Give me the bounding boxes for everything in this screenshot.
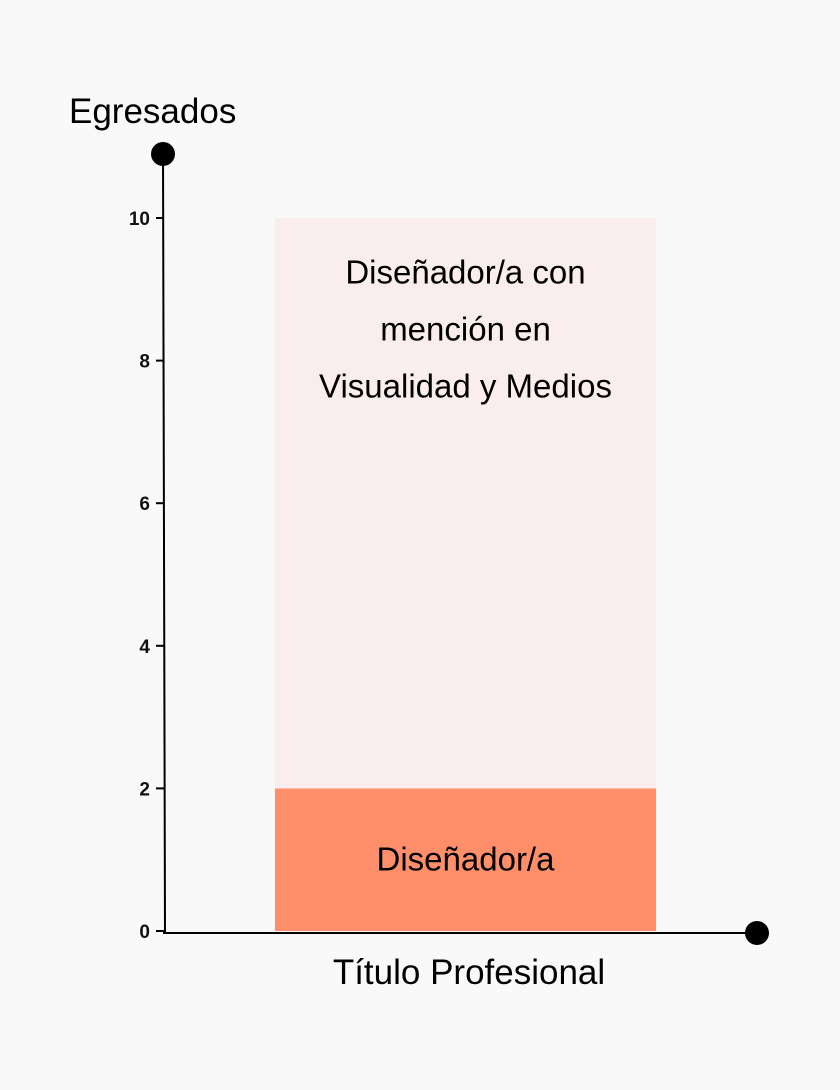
y-tick-label: 4 <box>139 637 150 658</box>
y-axis-ticks: 0 2 4 6 8 10 <box>129 209 164 943</box>
y-axis-line <box>162 153 166 934</box>
segment-label-1-line-1: Diseñador/a <box>377 841 556 878</box>
x-axis-title: Título Profesional <box>333 953 605 992</box>
bar-segment-1 <box>275 788 656 931</box>
bar-segment-2 <box>275 218 656 789</box>
y-tick-label: 0 <box>139 922 150 943</box>
y-tick-label: 8 <box>139 352 150 373</box>
x-axis-end-dot <box>745 921 769 945</box>
segment-label-2-line-1: Diseñador/a con <box>345 254 585 291</box>
segment-labels: Diseñador/a Diseñador/a con mención en Visu… <box>319 254 612 878</box>
segment-label-2-line-3: Visualidad y Medios <box>319 368 612 405</box>
bar-segments <box>275 218 656 931</box>
y-axis-end-dot <box>151 142 175 166</box>
segment-label-2-line-2: mención en <box>380 311 551 348</box>
y-tick-label: 6 <box>139 494 150 515</box>
y-tick-label: 2 <box>139 779 150 800</box>
y-tick-label: 10 <box>129 209 150 230</box>
y-axis-title: Egresados <box>69 92 236 131</box>
